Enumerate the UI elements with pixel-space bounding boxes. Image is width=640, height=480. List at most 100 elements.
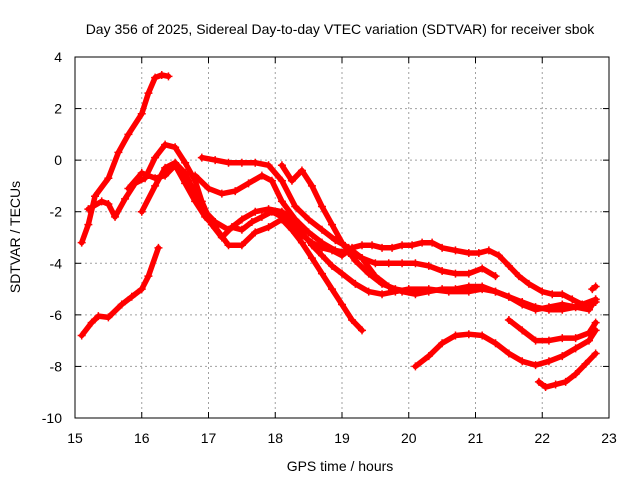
- data-point: [84, 220, 93, 229]
- data-point: [244, 179, 253, 188]
- data-point: [104, 313, 113, 322]
- data-point: [137, 169, 146, 178]
- x-tick-label: 21: [468, 430, 484, 446]
- series-s2: [77, 243, 163, 340]
- data-point: [584, 328, 593, 337]
- y-axis-label: SDTVAR / TECUs: [7, 181, 23, 293]
- data-point: [378, 279, 387, 288]
- data-point: [137, 285, 146, 294]
- data-point: [558, 290, 567, 299]
- data-point: [307, 254, 316, 263]
- data-point: [297, 166, 306, 175]
- data-point: [257, 212, 266, 221]
- data-point: [231, 187, 240, 196]
- data-point: [464, 269, 473, 278]
- data-point: [144, 89, 153, 98]
- data-point: [151, 73, 160, 82]
- data-point: [211, 156, 220, 165]
- series-line: [125, 162, 365, 334]
- data-point: [114, 148, 123, 157]
- x-axis-label: GPS time / hours: [287, 458, 394, 474]
- data-point: [247, 218, 256, 227]
- data-point: [411, 362, 420, 371]
- y-tick-label: -2: [50, 204, 63, 220]
- data-point: [494, 251, 503, 260]
- data-point: [338, 269, 346, 278]
- data-point: [307, 241, 316, 250]
- data-point: [464, 248, 473, 257]
- series-s9: [411, 326, 600, 371]
- data-point: [338, 300, 346, 309]
- data-point: [277, 207, 286, 216]
- data-point: [534, 377, 543, 386]
- data-point: [451, 331, 460, 340]
- data-point: [351, 279, 360, 288]
- data-point: [428, 238, 437, 247]
- data-point: [591, 282, 600, 291]
- data-point: [297, 238, 306, 247]
- data-point: [161, 171, 170, 180]
- data-point: [84, 205, 93, 214]
- data-point: [544, 305, 553, 314]
- data-point: [124, 130, 133, 139]
- data-point: [478, 331, 487, 340]
- x-tick-label: 15: [67, 430, 83, 446]
- data-point: [451, 285, 460, 294]
- data-point: [104, 174, 113, 183]
- data-point: [418, 238, 427, 247]
- y-tick-label: 2: [54, 101, 62, 117]
- x-tick-label: 22: [534, 430, 550, 446]
- data-point: [317, 269, 326, 278]
- data-point: [161, 163, 170, 172]
- series-s8: [277, 161, 420, 296]
- data-point: [264, 223, 273, 232]
- chart-title: Day 356 of 2025, Sidereal Day-to-day VTE…: [86, 21, 596, 37]
- data-point: [317, 202, 326, 211]
- data-point: [464, 330, 473, 339]
- data-point: [438, 243, 447, 252]
- data-point: [438, 339, 447, 348]
- data-point: [351, 256, 360, 265]
- data-point: [181, 179, 190, 188]
- series-s10: [504, 316, 600, 345]
- data-point: [137, 207, 146, 216]
- data-point: [474, 248, 483, 257]
- data-point: [371, 259, 380, 268]
- x-tick-label: 20: [401, 430, 417, 446]
- data-point: [267, 176, 276, 185]
- data-point: [191, 171, 200, 180]
- data-point: [398, 259, 407, 268]
- data-point: [77, 331, 86, 340]
- data-point: [277, 176, 286, 185]
- x-tick-label: 23: [601, 430, 617, 446]
- data-point: [91, 192, 100, 201]
- data-point: [171, 143, 180, 152]
- y-tick-label: -6: [50, 307, 63, 323]
- data-point: [424, 261, 433, 270]
- series-s1: [77, 71, 173, 247]
- data-point: [291, 202, 300, 211]
- data-point: [144, 272, 153, 281]
- data-point: [161, 140, 170, 149]
- data-point: [581, 359, 590, 368]
- data-point: [217, 189, 226, 198]
- data-point: [484, 246, 493, 255]
- data-point: [558, 334, 567, 343]
- data-point: [504, 316, 513, 325]
- data-point: [264, 161, 273, 170]
- data-point: [97, 197, 106, 206]
- data-point: [538, 287, 547, 296]
- data-point: [127, 292, 136, 301]
- y-tick-label: -10: [42, 410, 62, 426]
- data-point: [438, 267, 447, 276]
- data-point: [438, 285, 447, 294]
- x-tick-labels: 15 16 17 18 19 20 21 22 23: [67, 430, 617, 446]
- data-point: [171, 161, 180, 170]
- data-point: [204, 184, 213, 193]
- data-point: [251, 207, 260, 216]
- data-point: [277, 197, 286, 206]
- data-series: [77, 71, 600, 392]
- data-point: [591, 318, 600, 327]
- series-s5: [124, 161, 367, 335]
- data-point: [531, 336, 540, 345]
